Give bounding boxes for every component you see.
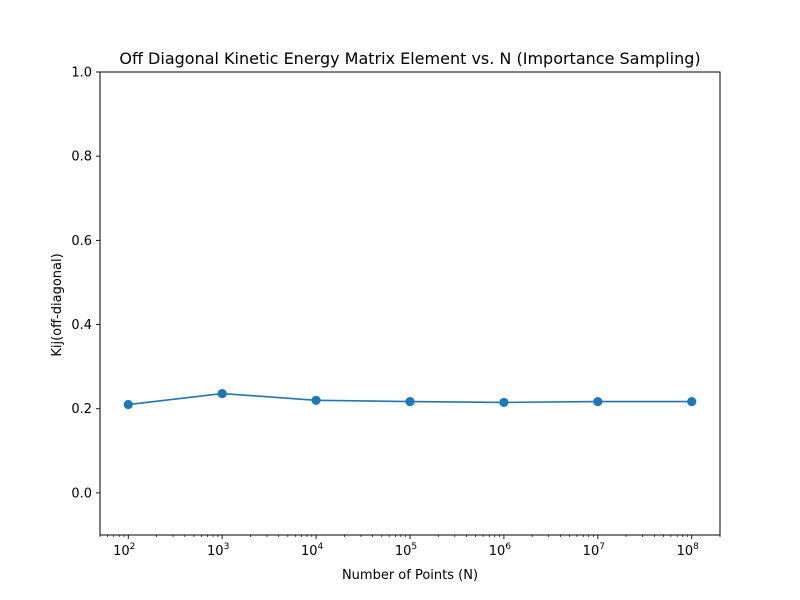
x-tick-base: 10 xyxy=(395,544,412,559)
y-axis-label: Kij(off-diagonal) xyxy=(50,253,65,356)
data-point xyxy=(593,396,603,407)
y-tick-label: 0.4 xyxy=(71,318,92,333)
y-tick-label: 0.6 xyxy=(71,234,92,249)
x-tick-base: 10 xyxy=(301,544,318,559)
x-tick-label: 104 xyxy=(301,542,324,559)
axes-frame xyxy=(99,71,721,536)
x-tick-base: 10 xyxy=(113,544,130,559)
x-tick-base: 10 xyxy=(677,544,694,559)
x-tick-label: 102 xyxy=(113,542,135,559)
x-tick-label: 107 xyxy=(583,542,605,559)
x-tick-label: 105 xyxy=(395,542,417,559)
x-tick-exponent: 4 xyxy=(317,542,323,552)
y-tick-label: 1.0 xyxy=(71,66,92,81)
y-tick-label: 0.0 xyxy=(71,486,92,501)
x-tick-exponent: 6 xyxy=(505,542,511,552)
x-tick-exponent: 2 xyxy=(130,542,136,552)
chart-title: Off Diagonal Kinetic Energy Matrix Eleme… xyxy=(119,49,700,68)
x-tick-exponent: 8 xyxy=(693,542,699,552)
x-tick-exponent: 5 xyxy=(411,542,417,552)
data-point xyxy=(217,388,227,399)
x-tick-base: 10 xyxy=(489,544,506,559)
x-tick-exponent: 3 xyxy=(224,542,230,552)
x-tick-base: 10 xyxy=(583,544,600,559)
x-tick-label: 108 xyxy=(677,542,700,559)
data-point xyxy=(405,396,415,407)
data-point xyxy=(311,395,321,405)
y-tick-label: 0.2 xyxy=(71,402,92,417)
x-tick-exponent: 7 xyxy=(599,542,605,552)
x-tick-label: 106 xyxy=(489,542,512,559)
data-point xyxy=(499,397,509,408)
y-tick-label: 0.8 xyxy=(71,150,92,165)
x-tick-base: 10 xyxy=(207,544,224,559)
x-axis-label: Number of Points (N) xyxy=(342,568,478,583)
data-point xyxy=(123,399,133,410)
data-point xyxy=(687,396,697,407)
x-tick-label: 103 xyxy=(207,542,229,559)
